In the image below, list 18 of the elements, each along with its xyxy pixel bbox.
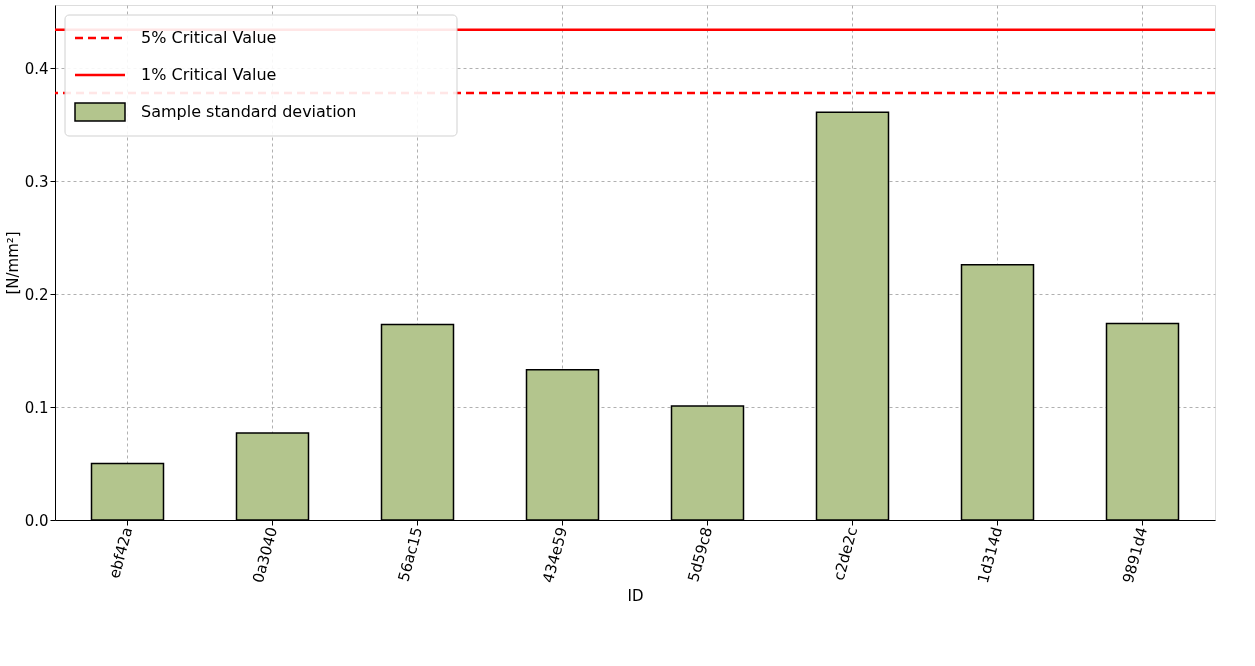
x-tick-label: 56ac15 [394,525,427,584]
x-tick-label: 0a3040 [249,525,282,585]
y-tick-label: 0.3 [24,172,49,191]
y-tick-label: 0.1 [24,398,49,417]
x-tick-label: ebf42a [105,525,137,581]
y-tick-label: 0.4 [24,59,49,78]
x-tick-label: c2de2c [829,525,862,583]
legend-label: Sample standard deviation [141,102,357,121]
x-tick-label: 5d59c8 [684,525,717,584]
x-tick-label: 9891d4 [1118,525,1152,586]
x-axis-title: ID [627,586,644,605]
y-tick-label: 0.0 [24,511,49,530]
y-axis-title: [N/mm²] [3,231,22,295]
x-tick-label: 434e59 [539,525,572,585]
y-tick-label: 0.2 [24,285,49,304]
legend-label: 5% Critical Value [141,28,277,47]
legend-label: 1% Critical Value [141,65,277,84]
x-tick-label: 1d314d [974,525,1007,586]
